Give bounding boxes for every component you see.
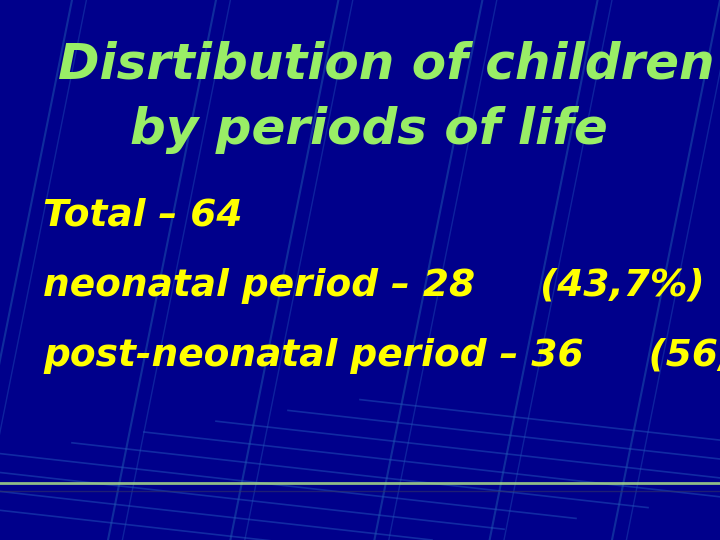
Text: by periods of life: by periods of life xyxy=(130,106,608,153)
Text: Total – 64: Total – 64 xyxy=(43,198,243,234)
Text: neonatal period – 28     (43,7%): neonatal period – 28 (43,7%) xyxy=(43,268,705,304)
Text: post-neonatal period – 36     (56,2%): post-neonatal period – 36 (56,2%) xyxy=(43,339,720,374)
Text: Disrtibution of children died: Disrtibution of children died xyxy=(58,41,720,89)
